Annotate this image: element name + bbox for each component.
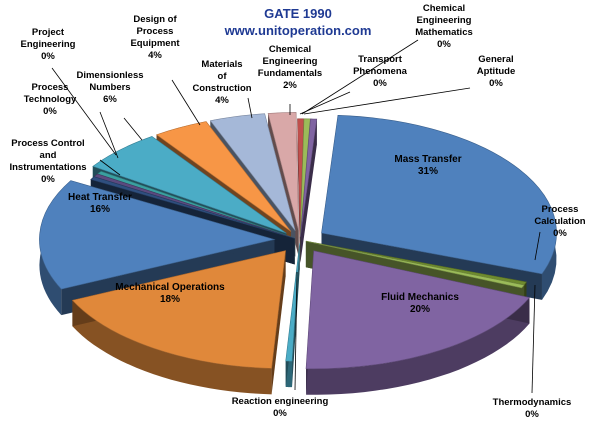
leader-lines	[51, 39, 541, 394]
leader-design-of-process-equipment	[171, 79, 201, 126]
slice-top-reaction-engineering	[285, 243, 301, 362]
slice-rim-fluid-mechanics	[306, 297, 530, 395]
pie-slice-general-aptitude	[300, 118, 318, 263]
value-label-general-aptitude: 0%	[489, 78, 503, 89]
slice-top-fluid-mechanics	[305, 250, 531, 370]
value-label-process-control-and-instrumentations: 0%	[41, 174, 55, 185]
leader-process-control-and-instrumentations	[99, 159, 121, 176]
chart-title: GATE 1990	[264, 6, 332, 21]
slice-top-materials-of-construction	[209, 113, 296, 231]
label-process-calculation: Process Calculation 0%	[534, 204, 585, 239]
label-process-technology: Process Technology 0%	[24, 82, 77, 117]
label-design-of-process-equipment: Design of Process Equipment 4%	[130, 14, 180, 61]
label-fluid-mechanics: Fluid Mechanics 20%	[381, 292, 459, 315]
value-label-transport-phenomena: 0%	[373, 78, 387, 89]
value-label-reaction-engineering: 0%	[273, 408, 287, 419]
slice-rim-mechanical-operations	[72, 300, 272, 395]
value-label-mechanical-operations: 18%	[160, 294, 180, 305]
value-label-chemical-engineering-mathematics: 0%	[437, 39, 451, 50]
label-process-control-and-instrumentations: Process Control and Instrumentations 0%	[9, 138, 86, 185]
leader-thermodynamics	[531, 284, 536, 394]
slice-top-heat-transfer	[39, 180, 276, 290]
value-label-heat-transfer: 16%	[90, 204, 110, 215]
leader-chemical-engineering-mathematics	[301, 39, 419, 115]
slice-top-process-control-and-instrumentations	[90, 176, 295, 239]
label-project-engineering: Project Engineering 0%	[21, 27, 76, 62]
value-label-process-calculation: 0%	[553, 228, 567, 239]
pie-slice-mechanical-operations	[71, 250, 286, 395]
value-label-process-technology: 0%	[43, 106, 57, 117]
slice-top-mass-transfer	[321, 115, 557, 275]
value-label-mass-transfer: 31%	[418, 166, 438, 177]
value-label-dimensionless-numbers: 6%	[103, 94, 117, 105]
leader-dimensionless-numbers	[123, 117, 143, 141]
value-label-materials-of-construction: 4%	[215, 95, 229, 106]
leader-project-engineering	[51, 67, 117, 156]
label-thermodynamics: Thermodynamics 0%	[493, 397, 572, 420]
value-label-project-engineering: 0%	[41, 51, 55, 62]
label-chemical-engineering-fundamentals: Chemical Engineering Fundamentals 2%	[258, 44, 322, 91]
leader-reaction-engineering	[294, 271, 298, 391]
value-label-design-of-process-equipment: 4%	[148, 50, 162, 61]
slice-top-design-of-process-equipment	[155, 121, 292, 232]
value-label-thermodynamics: 0%	[525, 409, 539, 420]
pie-slice-reaction-engineering	[285, 243, 301, 388]
leader-process-calculation	[534, 231, 541, 261]
label-chemical-engineering-mathematics: Chemical Engineering Mathematics 0%	[415, 3, 473, 50]
slice-top-thermodynamics	[305, 240, 525, 289]
label-heat-transfer: Heat Transfer 16%	[68, 192, 132, 215]
slice-wall-general-aptitude-1	[300, 119, 317, 263]
pie-slices	[39, 112, 557, 395]
label-dimensionless-numbers: Dimensionless Numbers 6%	[76, 70, 143, 105]
leader-materials-of-construction	[247, 97, 253, 119]
slice-labels: Mass Transfer 31% Process Calculation 0% Ther…	[9, 3, 585, 420]
leader-general-aptitude	[303, 87, 471, 115]
slice-top-chemical-engineering-fundamentals	[267, 112, 299, 231]
label-transport-phenomena: Transport Phenomena 0%	[353, 54, 408, 89]
value-label-chemical-engineering-fundamentals: 2%	[283, 80, 297, 91]
slice-wall-mechanical-operations-0	[271, 250, 286, 395]
leader-process-technology	[99, 111, 119, 159]
label-reaction-engineering: Reaction engineering 0%	[232, 396, 329, 419]
pie-slice-heat-transfer	[39, 180, 276, 316]
slice-top-general-aptitude	[300, 118, 318, 237]
slice-top-dimensionless-numbers	[92, 136, 287, 234]
value-label-fluid-mechanics: 20%	[410, 304, 430, 315]
label-mechanical-operations: Mechanical Operations 18%	[115, 282, 225, 305]
label-materials-of-construction: Materials of Construction 4%	[192, 59, 251, 106]
slice-top-mechanical-operations	[71, 250, 286, 369]
pie-slice-fluid-mechanics	[305, 250, 531, 395]
chart-subtitle: www.unitoperation.com	[224, 23, 372, 38]
label-mass-transfer: Mass Transfer 31%	[394, 154, 461, 177]
label-general-aptitude: General Aptitude 0%	[477, 54, 516, 89]
